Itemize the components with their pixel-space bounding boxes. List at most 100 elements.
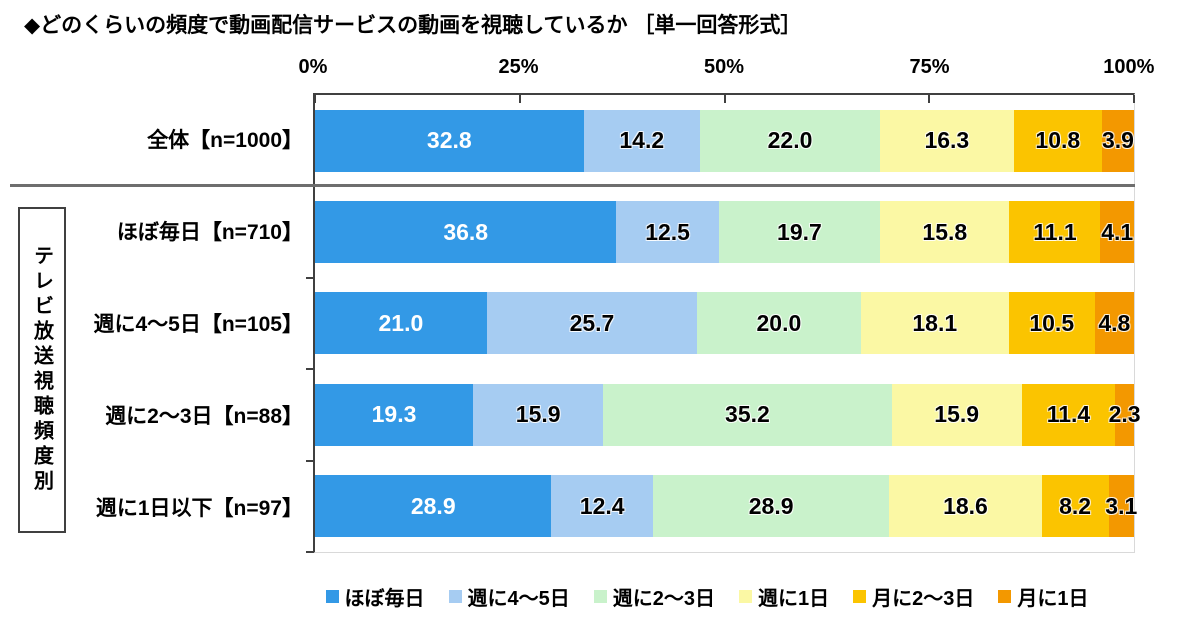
bar-segment: 11.4 (1021, 383, 1116, 446)
bar-segment: 20.0 (697, 292, 861, 355)
y-axis-tick-mark (306, 276, 314, 279)
row-labels: 全体【n=1000】ほぼ毎日【n=710】週に4～5日【n=105】週に2～3日… (70, 93, 304, 553)
bar-segment: 19.7 (718, 201, 881, 264)
bar-row: 32.8 14.2 22.0 16.3 10.8 3.9 (315, 95, 1134, 186)
bar-segment: 18.6 (889, 475, 1042, 538)
legend-label: 月に2～3日 (872, 588, 975, 610)
segment-value-label: 19.3 (371, 401, 417, 428)
segment-value-label: 14.2 (619, 127, 665, 154)
x-axis-tick-label: 0% (298, 56, 328, 78)
x-axis-tick-mark (928, 95, 931, 103)
segment-value-label: 12.4 (579, 492, 625, 519)
x-axis-tick-mark (1133, 95, 1135, 103)
legend-label: 週に1日 (758, 588, 830, 610)
bar-row: 21.0 25.7 20.0 18.1 10.5 4.8 (315, 278, 1134, 369)
bar-segment: 18.1 (860, 292, 1009, 355)
segment-value-label: 19.7 (777, 218, 822, 245)
x-axis-tick-label: 50% (703, 56, 745, 78)
segment-value-label: 2.3 (1108, 401, 1141, 428)
segment-value-label: 10.8 (1035, 127, 1081, 154)
segment-value-label: 11.4 (1046, 401, 1091, 428)
segment-value-label: 36.8 (443, 218, 489, 245)
legend-item: 月に2～3日 (853, 582, 974, 611)
bar-segment: 28.9 (315, 475, 552, 538)
legend-swatch (448, 590, 462, 603)
bar-segment: 36.8 (315, 201, 617, 264)
segment-value-label: 3.9 (1102, 127, 1134, 154)
y-axis-tick-mark (306, 551, 314, 553)
group-label: テレビ放送視聴頻度別 (30, 245, 53, 495)
segment-value-label: 18.6 (943, 492, 988, 519)
legend-item: 月に1日 (998, 582, 1089, 611)
bar-segment: 25.7 (486, 292, 698, 355)
bar-segment: 22.0 (699, 109, 881, 172)
bar-segment: 12.4 (551, 475, 653, 538)
segment-value-label: 4.1 (1101, 218, 1134, 245)
bar-segment: 4.1 (1100, 201, 1134, 264)
x-axis-tick-label: 75% (909, 56, 950, 78)
legend-swatch (593, 590, 607, 603)
bar-segment: 14.2 (583, 109, 700, 172)
x-axis-tick-mark (723, 95, 726, 103)
legend-swatch (853, 590, 867, 603)
segment-value-label: 15.9 (515, 401, 561, 428)
separator-line (10, 184, 1135, 187)
legend-label: 週に2～3日 (612, 588, 715, 610)
y-axis-tick-mark (306, 459, 314, 462)
segment-value-label: 16.3 (924, 127, 970, 154)
row-label: 全体【n=1000】 (147, 129, 303, 152)
bar-segment: 4.8 (1094, 292, 1134, 355)
row-label: 週に2～3日【n=88】 (105, 405, 303, 428)
bar-segment: 15.9 (891, 383, 1022, 446)
group-label-box: テレビ放送視聴頻度別 (18, 207, 66, 533)
bar-segment: 12.5 (616, 201, 719, 264)
legend-swatch (998, 590, 1012, 603)
x-axis-tick-mark (518, 95, 521, 103)
row-label: 週に4～5日【n=105】 (93, 313, 304, 336)
segment-value-label: 35.2 (725, 401, 770, 428)
segment-value-label: 28.9 (410, 492, 456, 519)
segment-value-label: 3.1 (1105, 492, 1138, 519)
segment-value-label: 4.8 (1098, 309, 1131, 336)
bar-segment: 3.9 (1102, 109, 1134, 172)
bar-segment: 8.2 (1041, 475, 1109, 538)
segment-value-label: 11.1 (1033, 218, 1077, 245)
row-label: ほぼ毎日【n=710】 (116, 221, 303, 244)
bar-segment: 11.1 (1009, 201, 1101, 264)
x-axis-tick-mark (314, 95, 316, 103)
segment-value-label: 10.5 (1029, 309, 1075, 336)
bar-segment: 15.9 (473, 383, 604, 446)
legend-item: ほぼ毎日 (325, 582, 425, 611)
segment-value-label: 25.7 (569, 309, 615, 336)
x-axis-tick-label: 100% (1103, 56, 1155, 78)
legend-item: 週に4～5日 (448, 582, 570, 611)
segment-value-label: 8.2 (1059, 492, 1092, 519)
legend-label: 週に4～5日 (467, 588, 570, 610)
bar-segment: 21.0 (315, 292, 487, 355)
legend-swatch (325, 590, 339, 603)
legend-swatch (739, 590, 752, 603)
chart-title: ◆どのくらいの頻度で動画配信サービスの動画を視聴しているか ［単一回答形式］ (24, 14, 802, 37)
bar-segment: 19.3 (315, 383, 474, 446)
bar-segment: 35.2 (603, 383, 892, 446)
segment-value-label: 32.8 (426, 127, 472, 154)
bar-segment: 2.3 (1109, 383, 1141, 446)
legend: ほぼ毎日 週に4～5日 週に2～3日 週に1日 月に2～3日 月に1日 (0, 582, 1200, 611)
bar-segment: 10.8 (1013, 109, 1103, 172)
bar-segment: 10.5 (1008, 292, 1095, 355)
bar-row: 36.8 12.5 19.7 15.8 11.1 4.1 (315, 186, 1134, 277)
bar-row: 28.9 12.4 28.9 18.6 8.2 3.1 (315, 461, 1138, 552)
bar-segment: 28.9 (652, 475, 890, 538)
bar-segment: 15.8 (880, 201, 1010, 264)
segment-value-label: 20.0 (756, 309, 802, 336)
legend-item: 週に1日 (739, 582, 829, 611)
x-axis: 0% 25% 50% 75% 100% (299, 56, 1155, 84)
segment-value-label: 15.9 (934, 401, 980, 428)
segment-value-label: 28.9 (748, 492, 794, 519)
segment-value-label: 21.0 (378, 309, 424, 336)
x-axis-tick-label: 25% (498, 56, 539, 78)
y-axis-tick-mark (306, 368, 314, 371)
legend-label: ほぼ毎日 (344, 588, 425, 610)
row-label: 週に1日以下【n=97】 (95, 497, 303, 520)
